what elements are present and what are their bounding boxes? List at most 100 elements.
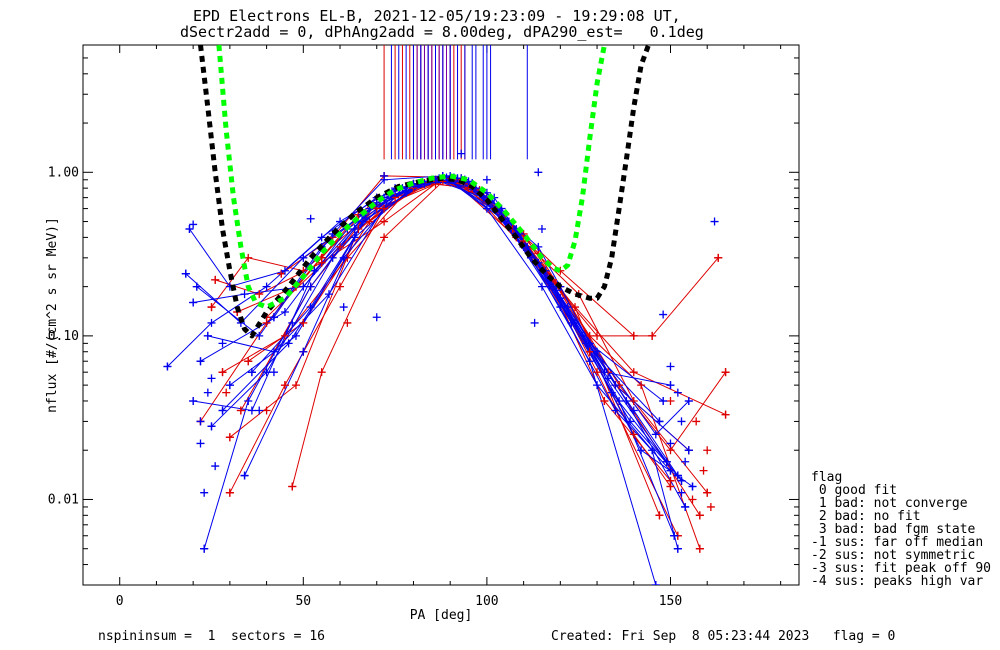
x-tick-label: 100 xyxy=(475,594,498,609)
data-point-blue xyxy=(218,406,227,415)
data-point-blue xyxy=(585,357,594,366)
x-tick-label: 150 xyxy=(659,594,682,609)
data-point-red xyxy=(666,476,675,485)
data-point-blue xyxy=(482,175,491,184)
data-point-blue xyxy=(181,269,190,278)
data-point-blue xyxy=(203,388,212,397)
tick-labels: 0 50 100 150 0.01 0.10 1.00 xyxy=(48,165,683,609)
data-point-red xyxy=(280,381,289,390)
data-point-blue xyxy=(482,204,491,213)
legend-item: -3 sus: fit peak off 90 xyxy=(811,561,992,576)
series-line-blue xyxy=(203,179,657,585)
data-point-red xyxy=(225,433,234,442)
data-point-blue xyxy=(651,581,660,585)
legend-item: 0 good fit xyxy=(811,483,898,498)
data-point-blue xyxy=(269,347,278,356)
data-point-red xyxy=(695,544,704,553)
data-point-blue xyxy=(291,331,300,340)
data-point-red xyxy=(336,282,345,291)
data-point-blue xyxy=(372,313,381,322)
data-point-red xyxy=(343,318,352,327)
data-point-red xyxy=(593,368,602,377)
chart-title-line2: dSectr2add = 0, dPhAng2add = 8.00deg, dP… xyxy=(180,23,704,41)
data-point-blue xyxy=(380,175,389,184)
data-point-blue xyxy=(523,242,532,251)
data-point-red xyxy=(629,368,638,377)
data-point-blue xyxy=(552,286,561,295)
data-point-blue xyxy=(659,396,668,405)
data-point-red xyxy=(585,347,594,356)
data-point-red xyxy=(380,233,389,242)
series-line-blue xyxy=(244,177,675,536)
data-point-red xyxy=(299,318,308,327)
data-point-blue xyxy=(189,298,198,307)
y-tick-label: 1.00 xyxy=(48,165,79,180)
data-point-blue xyxy=(629,406,638,415)
data-point-blue xyxy=(604,374,613,383)
x-axis-label: PA [deg] xyxy=(410,608,473,623)
data-point-blue xyxy=(269,368,278,377)
data-point-blue xyxy=(457,149,466,158)
data-point-blue xyxy=(534,168,543,177)
data-point-red xyxy=(291,381,300,390)
data-point-blue xyxy=(681,502,690,511)
data-point-blue xyxy=(677,476,686,485)
data-point-red xyxy=(288,482,297,491)
data-point-blue xyxy=(556,294,565,303)
data-point-blue xyxy=(163,362,172,371)
data-point-blue xyxy=(203,331,212,340)
data-point-red xyxy=(585,331,594,340)
data-point-red xyxy=(380,217,389,226)
data-point-red xyxy=(721,410,730,419)
data-point-blue xyxy=(299,347,308,356)
data-point-blue xyxy=(593,347,602,356)
data-point-blue xyxy=(306,303,315,312)
data-point-blue xyxy=(673,388,682,397)
data-point-blue xyxy=(563,303,572,312)
data-point-red xyxy=(317,258,326,267)
data-point-blue xyxy=(284,339,293,348)
legend-item: -4 sus: peaks high var xyxy=(811,574,984,589)
data-point-blue xyxy=(710,217,719,226)
data-point-red xyxy=(648,331,657,340)
series-line-blue xyxy=(222,177,668,463)
footer-created-info: Created: Fri Sep 8 05:23:44 2023 flag = … xyxy=(551,629,896,644)
data-point-blue xyxy=(666,439,675,448)
data-point-blue xyxy=(684,446,693,455)
data-point-blue xyxy=(200,488,209,497)
series-line-blue xyxy=(185,180,679,476)
data-point-blue xyxy=(280,266,289,275)
data-point-blue xyxy=(196,439,205,448)
data-point-blue xyxy=(196,417,205,426)
data-point-blue xyxy=(189,396,198,405)
data-point-red xyxy=(571,303,580,312)
data-point-blue xyxy=(655,417,664,426)
data-point-blue xyxy=(637,446,646,455)
data-point-blue xyxy=(402,188,411,197)
data-point-blue xyxy=(593,381,602,390)
data-point-red xyxy=(688,495,697,504)
data-point-blue xyxy=(185,225,194,234)
data-point-red xyxy=(244,357,253,366)
data-point-blue xyxy=(299,282,308,291)
data-point-red xyxy=(666,396,675,405)
legend-items: 0 good fit 1 bad: not converge 2 bad: no… xyxy=(811,484,991,588)
data-point-blue xyxy=(328,253,337,262)
data-point-blue xyxy=(207,374,216,383)
data-point-red xyxy=(706,502,715,511)
data-point-blue xyxy=(567,318,576,327)
data-point-red xyxy=(703,446,712,455)
data-point-red xyxy=(629,331,638,340)
data-point-red xyxy=(666,446,675,455)
data-point-blue xyxy=(607,388,616,397)
x-tick-label: 50 xyxy=(295,594,311,609)
data-point-blue xyxy=(666,362,675,371)
series-line-red xyxy=(222,179,701,516)
data-point-blue xyxy=(244,396,253,405)
data-point-red xyxy=(629,396,638,405)
data-point-blue xyxy=(361,214,370,223)
data-point-blue xyxy=(662,457,671,466)
data-point-blue xyxy=(666,381,675,390)
data-point-red xyxy=(280,331,289,340)
data-point-blue xyxy=(585,339,594,348)
